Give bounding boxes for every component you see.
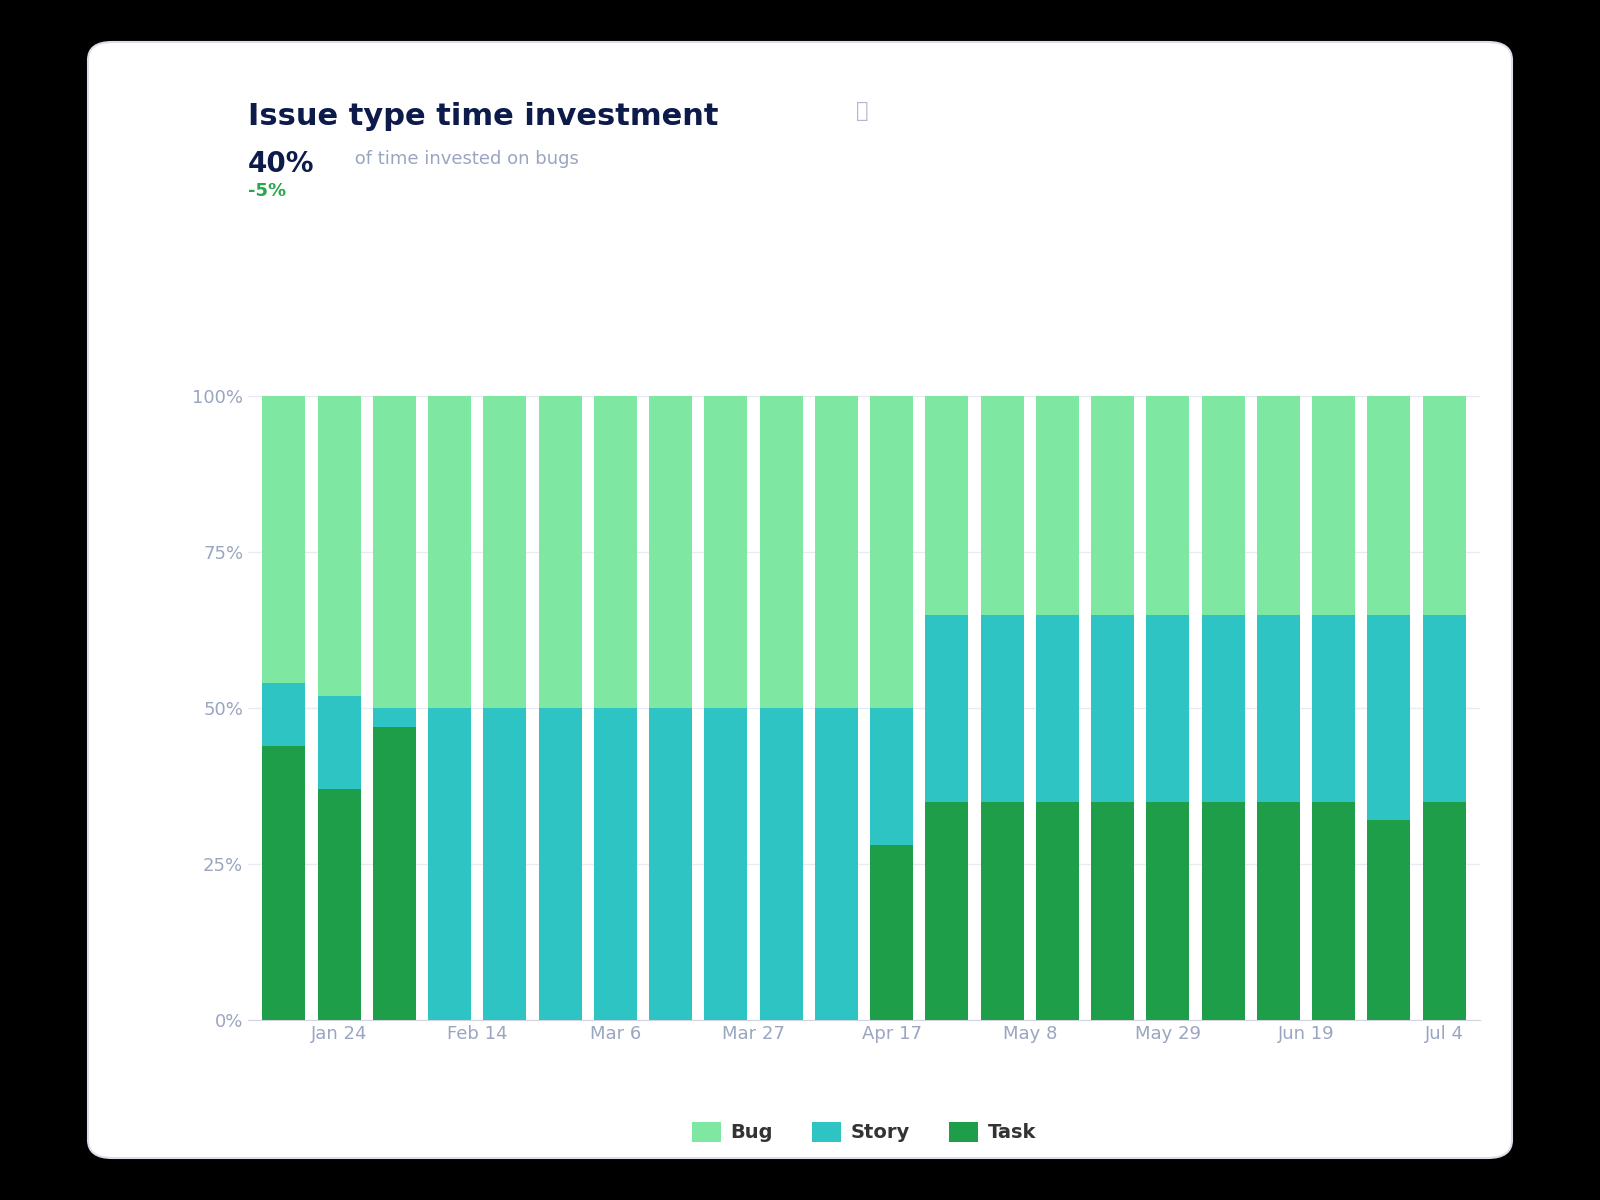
- Bar: [925, 396, 968, 614]
- Bar: [704, 396, 747, 708]
- Bar: [373, 727, 416, 1020]
- Bar: [373, 708, 416, 727]
- Bar: [870, 396, 914, 708]
- Text: ⓘ: ⓘ: [856, 101, 869, 121]
- Bar: [594, 396, 637, 708]
- Bar: [1202, 396, 1245, 614]
- Bar: [594, 708, 637, 1020]
- Bar: [1035, 614, 1078, 802]
- Bar: [870, 708, 914, 846]
- Bar: [925, 802, 968, 1020]
- Legend: Bug, Story, Task: Bug, Story, Task: [683, 1114, 1045, 1150]
- Bar: [870, 846, 914, 1020]
- Bar: [1258, 396, 1299, 614]
- Bar: [981, 396, 1024, 614]
- Bar: [1368, 396, 1410, 614]
- Bar: [262, 396, 306, 683]
- Bar: [429, 396, 470, 708]
- Bar: [539, 396, 582, 708]
- Bar: [981, 614, 1024, 802]
- Bar: [1091, 802, 1134, 1020]
- Bar: [1091, 396, 1134, 614]
- Bar: [981, 802, 1024, 1020]
- Bar: [1368, 614, 1410, 821]
- Bar: [483, 396, 526, 708]
- Bar: [1258, 802, 1299, 1020]
- Text: 40%: 40%: [248, 150, 315, 178]
- Bar: [318, 790, 360, 1020]
- Bar: [539, 708, 582, 1020]
- Bar: [650, 708, 693, 1020]
- Bar: [1312, 396, 1355, 614]
- Bar: [318, 396, 360, 696]
- Bar: [1312, 614, 1355, 802]
- Bar: [1146, 802, 1189, 1020]
- Bar: [483, 708, 526, 1020]
- Bar: [1035, 802, 1078, 1020]
- Bar: [1146, 396, 1189, 614]
- Bar: [318, 696, 360, 790]
- Bar: [1202, 614, 1245, 802]
- Bar: [1202, 802, 1245, 1020]
- Bar: [760, 708, 803, 1020]
- Bar: [1312, 802, 1355, 1020]
- Bar: [1422, 614, 1466, 802]
- Bar: [1035, 396, 1078, 614]
- Bar: [429, 708, 470, 1020]
- Bar: [1422, 396, 1466, 614]
- Bar: [650, 396, 693, 708]
- Bar: [262, 745, 306, 1020]
- Text: Issue type time investment: Issue type time investment: [248, 102, 718, 131]
- Text: -5%: -5%: [248, 182, 286, 200]
- Bar: [1146, 614, 1189, 802]
- Bar: [262, 683, 306, 745]
- Bar: [1091, 614, 1134, 802]
- Bar: [704, 708, 747, 1020]
- Bar: [814, 396, 858, 708]
- Bar: [373, 396, 416, 708]
- Bar: [814, 708, 858, 1020]
- Text: of time invested on bugs: of time invested on bugs: [349, 150, 579, 168]
- Bar: [1368, 821, 1410, 1020]
- Bar: [1258, 614, 1299, 802]
- Bar: [1422, 802, 1466, 1020]
- Bar: [925, 614, 968, 802]
- Bar: [760, 396, 803, 708]
